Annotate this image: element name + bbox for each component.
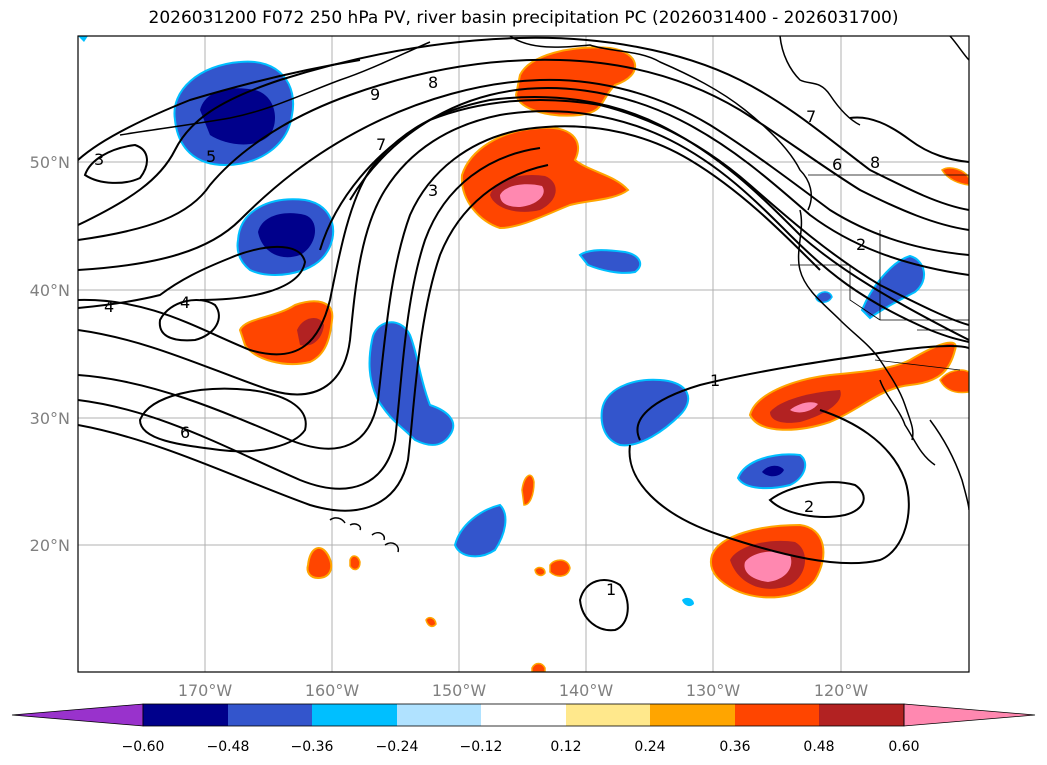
pv-contour-8 bbox=[78, 58, 969, 241]
coast-baja bbox=[879, 379, 936, 466]
lat-label: 50°N bbox=[30, 153, 70, 172]
colorbar-segment bbox=[228, 704, 312, 726]
contour-label: 2 bbox=[804, 497, 814, 516]
pv-contour-1-loop bbox=[628, 409, 910, 565]
colorbar-extend-low bbox=[11, 703, 144, 727]
pv-contour-jet-3 bbox=[78, 125, 821, 450]
neg-blob-small-south bbox=[453, 503, 507, 558]
pv-contour-2-loop bbox=[768, 481, 865, 518]
colorbar-ticks: −0.60 −0.48 −0.36 −0.24 −0.12 0.12 0.24 … bbox=[122, 739, 920, 755]
colorbar-tick: 0.12 bbox=[550, 739, 581, 755]
lon-label: 130°W bbox=[686, 681, 741, 700]
coast-north-america bbox=[797, 209, 914, 441]
colorbar-tick: −0.24 bbox=[376, 739, 419, 755]
coast-mexico bbox=[929, 419, 969, 511]
contour-label: 9 bbox=[370, 85, 380, 104]
hawaii-islands bbox=[329, 517, 400, 553]
contour-label: 6 bbox=[832, 155, 842, 174]
contour-label: 6 bbox=[180, 423, 190, 442]
coast-alaska-north bbox=[779, 36, 861, 126]
pv-contour-jet-4 bbox=[78, 147, 541, 490]
pv-contour-jet-2 bbox=[78, 110, 969, 396]
contour-label: 1 bbox=[710, 371, 720, 390]
lon-label: 170°W bbox=[178, 681, 233, 700]
colorbar-extend-high bbox=[903, 703, 1036, 727]
contour-label: 7 bbox=[806, 107, 816, 126]
colorbar-tick: −0.48 bbox=[207, 739, 250, 755]
coast-alaska bbox=[509, 36, 812, 211]
map-frame bbox=[77, 35, 970, 673]
colorbar-tick: 0.36 bbox=[719, 739, 750, 755]
latitude-labels: 50°N 40°N 30°N 20°N bbox=[30, 153, 70, 555]
pv-contour-jet-1 bbox=[78, 96, 969, 356]
colorbar-tick: −0.36 bbox=[291, 739, 334, 755]
colorbar bbox=[11, 703, 1036, 727]
lon-label: 160°W bbox=[305, 681, 360, 700]
contour-label: 4 bbox=[104, 297, 114, 316]
colorbar-segment bbox=[650, 704, 735, 726]
colorbar-segment bbox=[312, 704, 397, 726]
pv-contour-nw-coast bbox=[849, 116, 969, 163]
pv-contours bbox=[78, 36, 969, 632]
contour-label: 8 bbox=[870, 153, 880, 172]
pv-contour-7 bbox=[78, 78, 969, 271]
colorbar-segment bbox=[397, 704, 481, 726]
colorbar-segment bbox=[566, 704, 650, 726]
pos-blob-west-central bbox=[238, 300, 334, 366]
colorbar-tick: 0.24 bbox=[634, 739, 665, 755]
contour-label: 8 bbox=[428, 73, 438, 92]
lon-label: 120°W bbox=[814, 681, 869, 700]
lat-label: 20°N bbox=[30, 536, 70, 555]
pv-contour-3-nw bbox=[83, 143, 148, 184]
colorbar-tick: 0.48 bbox=[803, 739, 834, 755]
pv-contour-outer bbox=[78, 36, 969, 226]
colorbar-tick: −0.12 bbox=[460, 739, 503, 755]
neg-blob-california bbox=[860, 254, 925, 320]
neg-blob-mid bbox=[578, 249, 642, 274]
colorbar-segment bbox=[819, 704, 904, 726]
pv-contour-4-west bbox=[78, 245, 307, 309]
colorbar-tick: 0.60 bbox=[888, 739, 919, 755]
coast-aleutians bbox=[119, 41, 431, 136]
colorbar-segment bbox=[143, 704, 228, 726]
pv-contour-1-south bbox=[578, 579, 629, 632]
lon-label: 150°W bbox=[432, 681, 487, 700]
lat-label: 40°N bbox=[30, 281, 70, 300]
contour-label: 3 bbox=[94, 150, 104, 169]
lon-label: 140°W bbox=[559, 681, 614, 700]
coastlines bbox=[119, 36, 969, 553]
contour-label: 4 bbox=[180, 293, 190, 312]
coast-canada bbox=[949, 36, 969, 61]
pv-contour-1-east bbox=[636, 344, 969, 441]
colorbar-outline bbox=[142, 703, 905, 727]
pv-contour-jet-5 bbox=[78, 164, 549, 512]
contour-label: 7 bbox=[376, 135, 386, 154]
colorbar-segment bbox=[735, 704, 819, 726]
colorbar-tick: −0.60 bbox=[122, 739, 165, 755]
contour-label: 3 bbox=[428, 181, 438, 200]
colorbar-segment bbox=[481, 704, 566, 726]
map-title: 2026031200 F072 250 hPa PV, river basin … bbox=[148, 8, 899, 28]
contour-label: 1 bbox=[606, 580, 616, 599]
contour-label: 5 bbox=[206, 147, 216, 166]
contour-labels: 3 9 8 5 7 3 4 4 6 7 6 8 2 1 2 1 bbox=[94, 73, 880, 599]
pv-contour-6-loop bbox=[138, 387, 307, 453]
pv-contour-4-loop bbox=[158, 299, 220, 342]
longitude-labels: 170°W 160°W 150°W 140°W 130°W 120°W bbox=[178, 681, 869, 700]
pv-contour-high bbox=[78, 59, 361, 161]
contour-label: 2 bbox=[856, 235, 866, 254]
lat-label: 30°N bbox=[30, 409, 70, 428]
